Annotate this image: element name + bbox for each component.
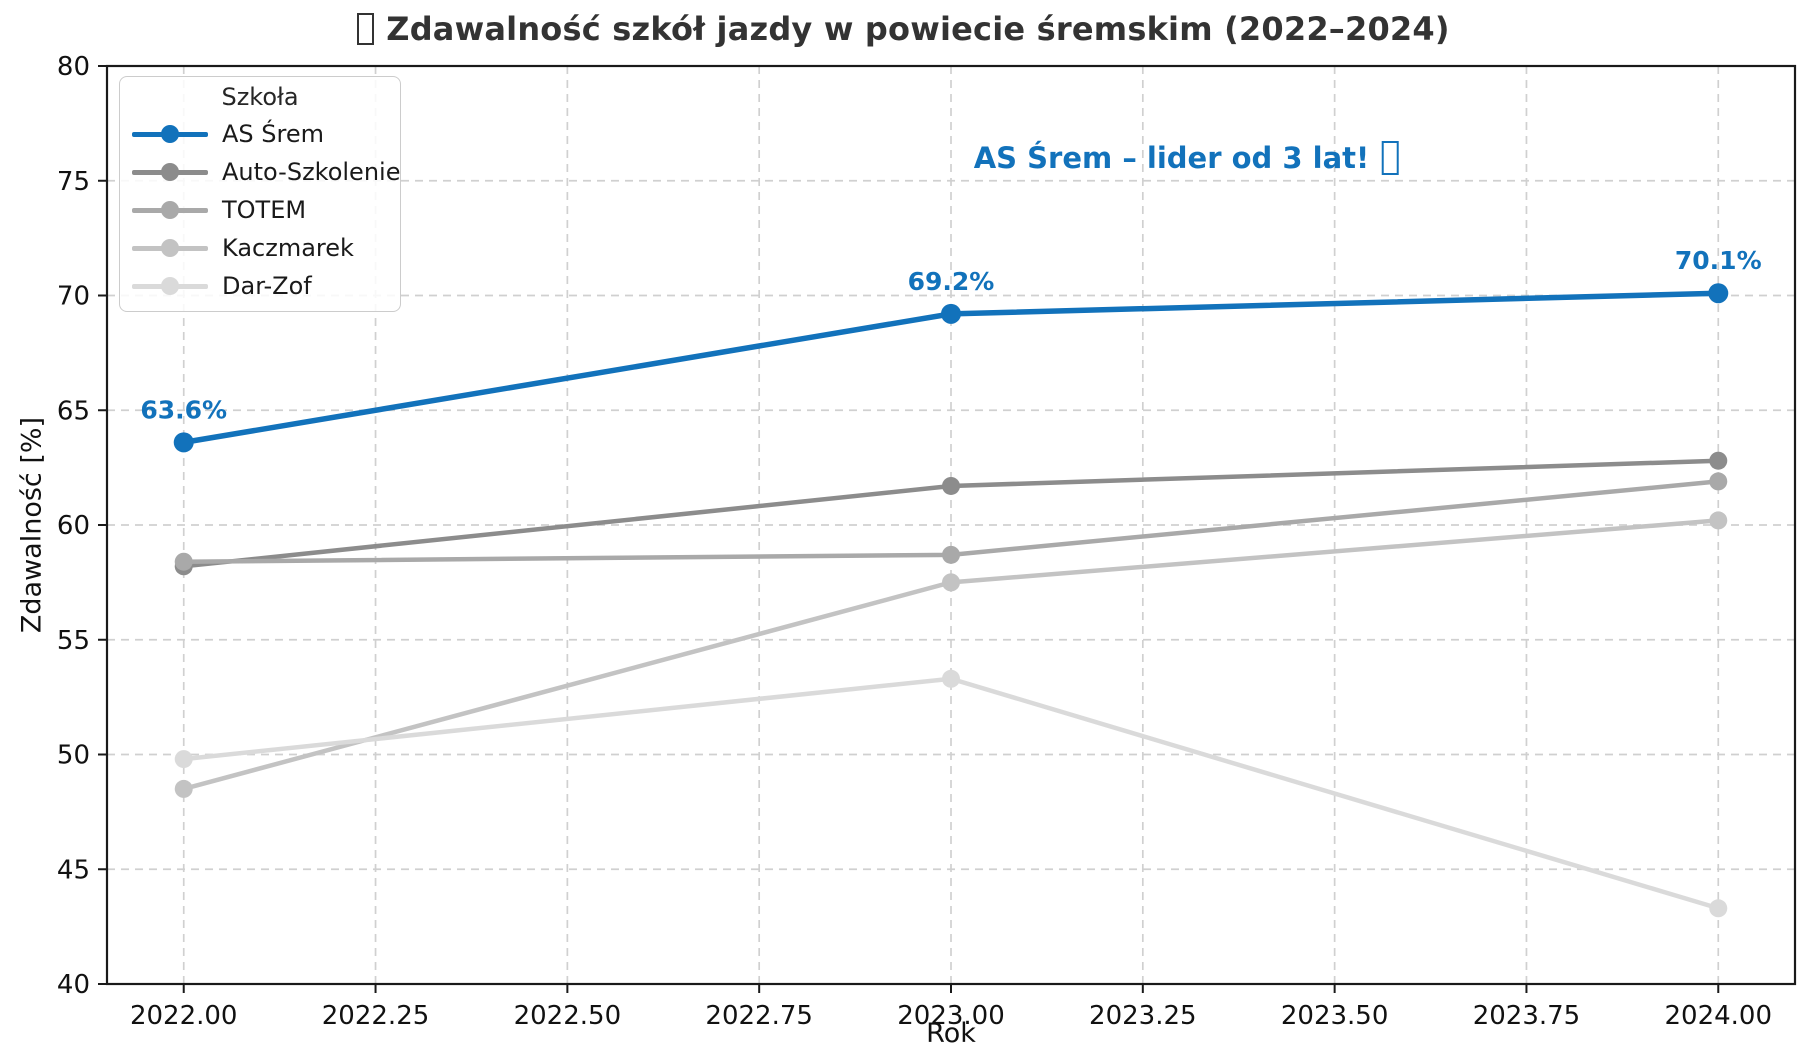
point-label: 70.1% bbox=[1675, 246, 1762, 275]
legend-entry-as-srem: AS Śrem bbox=[120, 115, 400, 153]
legend-label: Auto-Szkolenie bbox=[222, 158, 401, 186]
line-marker-icon bbox=[132, 124, 208, 144]
line-marker-icon bbox=[132, 162, 208, 182]
x-tick-label: 2023.50 bbox=[1281, 1001, 1389, 1031]
data-point bbox=[1709, 451, 1728, 470]
y-tick-label: 65 bbox=[57, 396, 90, 426]
legend-label: AS Śrem bbox=[222, 120, 324, 148]
data-point bbox=[174, 552, 193, 571]
x-tick-label: 2023.75 bbox=[1473, 1001, 1581, 1031]
axes-spines bbox=[105, 64, 1797, 986]
data-point bbox=[174, 779, 193, 798]
x-tick-label: 2022.75 bbox=[705, 1001, 813, 1031]
y-tick-label: 55 bbox=[57, 626, 90, 656]
data-point bbox=[942, 669, 960, 688]
data-point bbox=[1709, 472, 1728, 491]
data-point bbox=[941, 303, 961, 324]
legend-entry-totem: TOTEM bbox=[120, 191, 400, 229]
x-tick-label: 2023.25 bbox=[1089, 1001, 1197, 1031]
data-point bbox=[173, 432, 194, 453]
legend-entry-kaczmarek: Kaczmarek bbox=[120, 229, 400, 267]
y-tick-label: 70 bbox=[57, 282, 90, 312]
legend-label: Kaczmarek bbox=[222, 234, 354, 262]
x-tick-label: 2022.00 bbox=[130, 1001, 238, 1031]
line-marker-icon bbox=[132, 238, 208, 258]
annotation: AS Śrem – lider od 3 lat! bbox=[974, 141, 1399, 175]
data-point bbox=[942, 476, 960, 495]
x-tick-label: 2022.50 bbox=[514, 1001, 622, 1031]
chart-title-text: Zdawalność szkół jazdy w powiecie śremsk… bbox=[386, 10, 1450, 48]
chart-title: Zdawalność szkół jazdy w powiecie śremsk… bbox=[0, 10, 1807, 48]
y-tick-label: 60 bbox=[57, 511, 90, 541]
legend-title: Szkoła bbox=[221, 83, 299, 111]
y-tick-label: 40 bbox=[57, 970, 90, 1000]
data-point bbox=[174, 750, 193, 769]
y-axis-label: Zdawalność [%] bbox=[16, 416, 48, 634]
line-marker-icon bbox=[132, 276, 208, 296]
x-tick-label: 2022.25 bbox=[322, 1001, 430, 1031]
point-label: 63.6% bbox=[140, 395, 227, 424]
y-tick-label: 75 bbox=[57, 167, 90, 197]
x-axis-label: Rok bbox=[926, 1018, 976, 1049]
x-tick-label: 2024.00 bbox=[1665, 1001, 1773, 1031]
data-point bbox=[1709, 511, 1728, 530]
x-tick-label: 2023.00 bbox=[897, 1001, 1005, 1031]
y-tick-label: 50 bbox=[57, 741, 90, 771]
annotation-text: AS Śrem – lider od 3 lat! bbox=[973, 141, 1370, 175]
data-point bbox=[1709, 899, 1728, 918]
y-tick-label: 80 bbox=[57, 52, 90, 82]
legend-label: TOTEM bbox=[222, 196, 307, 224]
legend-label: Dar-Zof bbox=[222, 272, 312, 300]
data-point bbox=[942, 573, 960, 592]
y-tick-label: 45 bbox=[57, 855, 90, 885]
trophy-emoji-icon bbox=[1381, 141, 1399, 175]
data-point bbox=[1708, 283, 1729, 304]
trophy-emoji-icon bbox=[357, 13, 375, 45]
legend-entry-auto-szkolenie: Auto-Szkolenie bbox=[120, 153, 400, 191]
legend: Szkoła AS Śrem Auto-Szkolenie TOTEM Kacz… bbox=[119, 76, 401, 312]
data-point bbox=[942, 545, 960, 564]
line-marker-icon bbox=[132, 200, 208, 220]
point-label: 69.2% bbox=[908, 267, 995, 296]
legend-entry-dar-zof: Dar-Zof bbox=[120, 267, 400, 305]
